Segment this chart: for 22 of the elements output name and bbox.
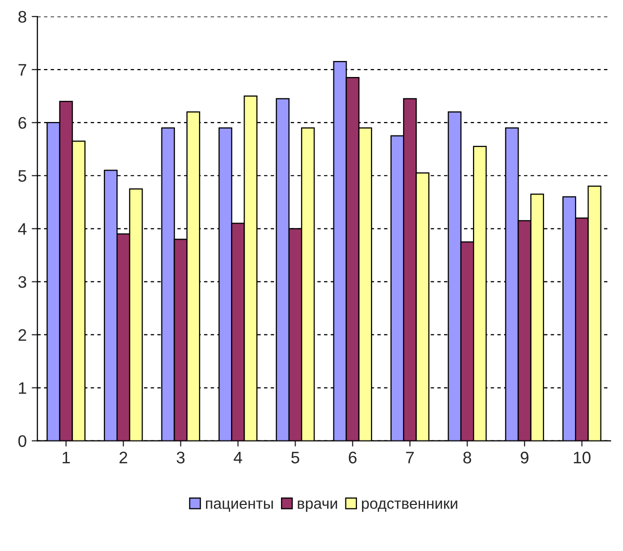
y-tick-label: 6 bbox=[18, 117, 26, 129]
x-tick-label: 3 bbox=[176, 452, 185, 464]
y-tick-label: 8 bbox=[18, 10, 26, 23]
y-tick-label: 3 bbox=[18, 276, 26, 288]
x-tick-label: 4 bbox=[234, 452, 242, 464]
x-tick-label: 6 bbox=[348, 452, 357, 464]
x-tick-label: 7 bbox=[406, 452, 414, 464]
y-tick-label: 4 bbox=[18, 223, 26, 235]
y-tick-label: 7 bbox=[18, 64, 26, 76]
x-tick-label: 8 bbox=[463, 452, 472, 464]
y-tick-label: 5 bbox=[18, 170, 26, 182]
legend-label: пациенты bbox=[206, 500, 273, 512]
x-tick-label: 10 bbox=[574, 452, 590, 464]
x-tick-label: 1 bbox=[62, 452, 70, 464]
legend-label: врачи bbox=[298, 500, 338, 512]
y-tick-label: 0 bbox=[18, 435, 26, 448]
x-tick-label: 9 bbox=[520, 452, 528, 464]
legend-label: родственники bbox=[362, 500, 458, 512]
y-tick-label: 1 bbox=[18, 382, 26, 394]
y-tick-label: 2 bbox=[18, 329, 26, 341]
x-tick-label: 2 bbox=[120, 452, 128, 464]
x-tick-label: 5 bbox=[291, 452, 300, 464]
